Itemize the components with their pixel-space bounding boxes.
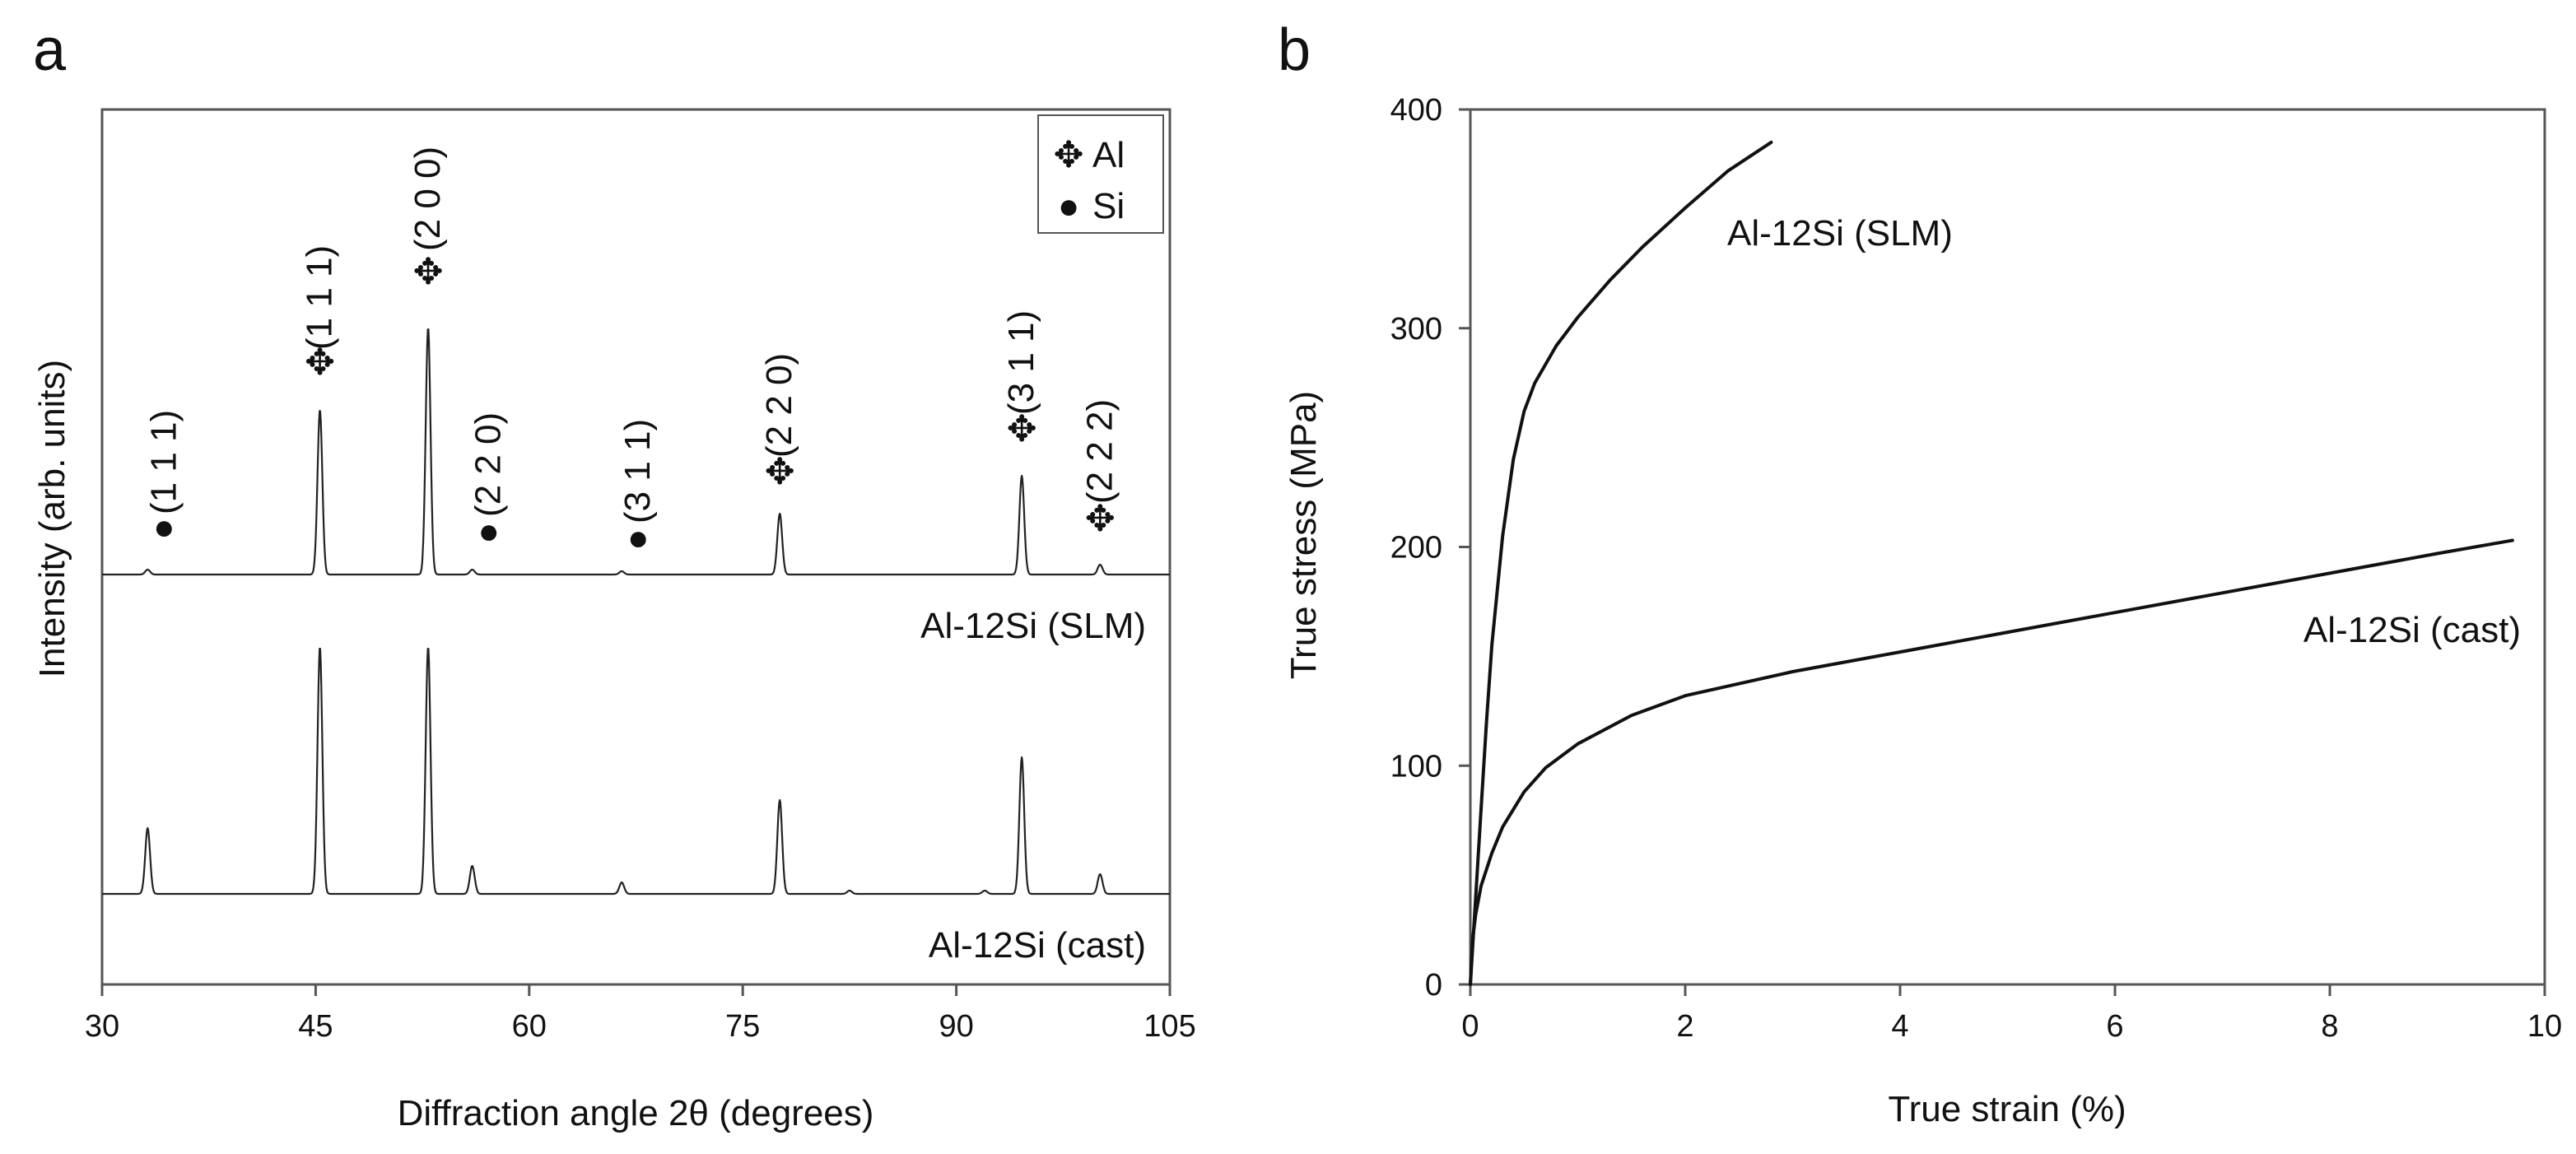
panel-b-x-tick-label: 8 — [2321, 1009, 2338, 1044]
al-peak-marker: ✥ — [305, 342, 335, 383]
panel-a: a 30 45 60 75 90 105 Al-12Si (SLM) Al-12Si (ca… — [32, 17, 1196, 1133]
panel-b-plot-frame — [1469, 108, 2546, 986]
panel-a-legend-label: Si — [1092, 186, 1125, 226]
panel-a-x-axis-title: Diffraction angle 2θ (degrees) — [398, 1093, 874, 1133]
al-peak-marker: ✥ — [1085, 499, 1116, 539]
panel-a-x-tick-label: 45 — [298, 1009, 333, 1044]
panel-a-peak-annotations: ●(1 1 1)✥(1 1 1) ✥(2 0 0)●(2 2 0)●(3 1 1)… — [143, 147, 1120, 558]
panel-b-y-tick-label: 200 — [1390, 531, 1442, 565]
si-legend-marker: ● — [1058, 186, 1080, 226]
panel-b-y-ticks: 0 100 200 300 400 — [1390, 93, 1470, 1003]
peak-hkl-label: (1 1 1) — [143, 410, 184, 514]
panel-b-curve-labels: Al-12Si (SLM) Al-12Si (cast) — [1727, 213, 2521, 650]
panel-a-x-tick-label: 60 — [512, 1009, 547, 1044]
panel-b-y-axis-title: True stress (MPa) — [1283, 391, 1324, 679]
panel-a-series-label: Al-12Si (cast) — [929, 925, 1146, 966]
peak-hkl-label: (2 2 2) — [1079, 399, 1120, 504]
panel-a-legend: ✥ Al ● Si — [1037, 114, 1164, 234]
panel-b-y-tick-label: 400 — [1390, 93, 1442, 128]
panel-a-x-tick-label: 105 — [1144, 1009, 1195, 1044]
panel-b-y-tick-label: 0 — [1425, 968, 1442, 1003]
panel-b-series-line — [1469, 140, 1773, 986]
panel-a-series-line — [101, 648, 1171, 896]
panel-b-x-tick-label: 4 — [1891, 1009, 1908, 1044]
panel-b-series-line — [1469, 538, 2514, 986]
panel-b-y-tick-label: 300 — [1390, 312, 1442, 347]
panel-b-x-tick-label: 2 — [1676, 1009, 1693, 1044]
panel-a-series: Al-12Si (SLM) Al-12Si (cast) — [101, 328, 1171, 966]
peak-hkl-label: (2 0 0) — [408, 147, 448, 251]
panel-a-x-tick-label: 90 — [939, 1009, 973, 1044]
panel-b-x-ticks: 0 2 4 6 8 10 — [1461, 984, 2562, 1044]
al-peak-marker: ✥ — [765, 452, 795, 492]
panel-a-series-line — [101, 328, 1171, 576]
panel-b-series — [1469, 140, 2514, 986]
panel-a-x-ticks: 30 45 60 75 90 105 — [85, 984, 1196, 1044]
al-peak-marker: ✥ — [1007, 409, 1037, 449]
panel-b-x-tick-label: 6 — [2106, 1009, 2123, 1044]
peak-hkl-label: (3 1 1) — [1001, 310, 1041, 415]
panel-b-x-axis-title: True strain (%) — [1888, 1089, 2126, 1129]
peak-hkl-label: (2 2 0) — [759, 353, 799, 458]
si-peak-marker: ● — [153, 507, 175, 547]
al-legend-marker: ✥ — [1054, 135, 1084, 175]
si-peak-marker: ● — [477, 511, 500, 551]
panel-a-legend-box — [1037, 114, 1164, 234]
si-peak-marker: ● — [627, 518, 650, 558]
al-peak-marker: ✥ — [413, 252, 444, 292]
panel-b-x-tick-label: 0 — [1461, 1009, 1479, 1044]
panel-a-x-tick-label: 30 — [85, 1009, 119, 1044]
panel-b-letter: b — [1278, 17, 1311, 83]
panel-b-x-tick-label: 10 — [2527, 1009, 2562, 1044]
peak-hkl-label: (1 1 1) — [300, 245, 340, 350]
peak-hkl-label: (2 2 0) — [468, 412, 509, 517]
panel-a-letter: a — [33, 17, 67, 83]
panel-a-legend-label: Al — [1092, 135, 1125, 175]
panel-a-series-label: Al-12Si (SLM) — [920, 606, 1146, 646]
panel-b-y-tick-label: 100 — [1390, 749, 1442, 784]
panel-a-plot-frame — [100, 108, 1172, 986]
panel-a-y-axis-title: Intensity (arb. units) — [32, 360, 72, 677]
panel-b-curve-label: Al-12Si (SLM) — [1727, 213, 1953, 254]
panel-b-curve-label: Al-12Si (cast) — [2303, 610, 2521, 650]
panel-a-x-tick-label: 75 — [725, 1009, 760, 1044]
peak-hkl-label: (3 1 1) — [617, 419, 658, 523]
